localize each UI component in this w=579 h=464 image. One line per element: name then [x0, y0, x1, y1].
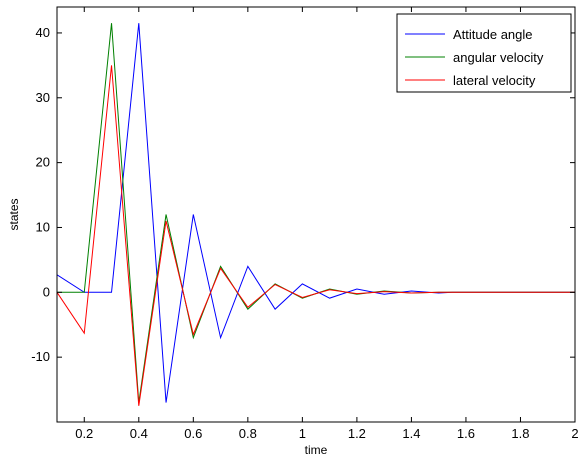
x-tick-label: 1.8	[511, 426, 529, 441]
x-tick-label: 0.4	[130, 426, 148, 441]
x-axis-label: time	[305, 443, 328, 457]
x-tick-label: 0.8	[239, 426, 257, 441]
x-tick-label: 1	[299, 426, 306, 441]
y-tick-label: 10	[36, 219, 50, 234]
y-tick-label: 40	[36, 25, 50, 40]
x-tick-label: 1.4	[402, 426, 420, 441]
legend-box	[396, 13, 572, 93]
legend-label-angular-velocity: angular velocity	[453, 50, 544, 65]
x-tick-label: 2	[571, 426, 578, 441]
series-layer	[57, 23, 575, 406]
y-tick-label: 20	[36, 155, 50, 170]
series-line-lateral-velocity	[57, 65, 575, 406]
x-tick-label: 0.6	[184, 426, 202, 441]
x-axis-ticks: 0.2 0.4 0.6 0.8 1 1.2 1.4 1.6 1.8 2	[75, 7, 579, 441]
x-tick-label: 0.2	[75, 426, 93, 441]
plot-border	[56, 6, 576, 423]
legend: Attitude angle angular velocity lateral ve…	[396, 13, 572, 93]
x-tick-label: 1.2	[348, 426, 366, 441]
x-tick-label: 1.6	[457, 426, 475, 441]
y-axis-ticks: -10 0 10 20 30 40	[31, 25, 575, 364]
y-tick-label: 30	[36, 90, 50, 105]
legend-label-attitude-angle: Attitude angle	[453, 27, 533, 42]
y-axis-label: states	[7, 198, 21, 230]
y-tick-label: 0	[43, 284, 50, 299]
legend-label-lateral-velocity: lateral velocity	[453, 73, 536, 88]
y-tick-label: -10	[31, 349, 50, 364]
